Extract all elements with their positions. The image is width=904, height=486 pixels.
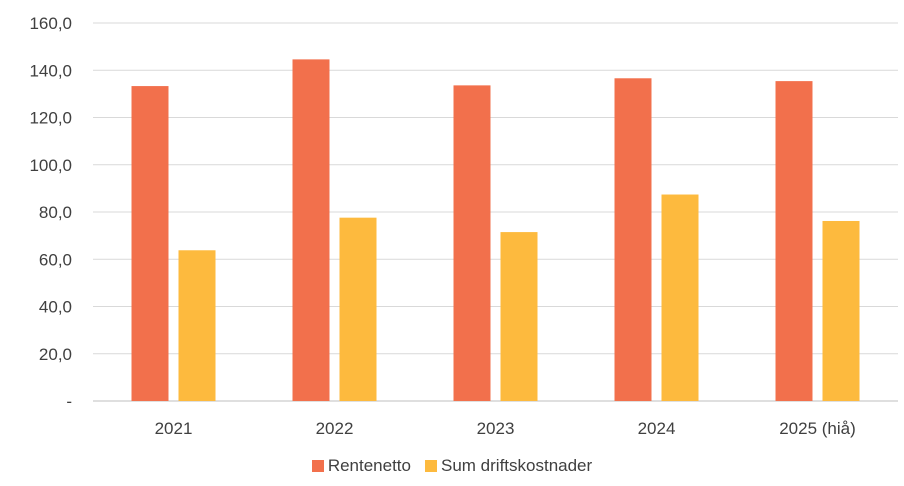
x-axis-tick-labels: 2021 2022 2023 2024 2025 (hiå) — [155, 419, 856, 438]
y-tick-label: 100,0 — [29, 156, 72, 175]
bar-sum-driftskostnader-2025-hi — [822, 220, 860, 401]
legend-item-sum-driftskostnader: Sum driftskostnader — [425, 456, 592, 476]
bar-rentenetto-2023 — [453, 85, 491, 402]
y-tick-label: 80,0 — [39, 203, 72, 222]
bar-sum-driftskostnader-2024 — [661, 194, 699, 401]
legend-swatch-rentenetto — [311, 460, 324, 472]
y-tick-label: - — [66, 392, 72, 411]
x-tick-label: 2021 — [155, 419, 193, 438]
legend-label-rentenetto: Rentenetto — [327, 456, 411, 475]
x-tick-label: 2022 — [316, 419, 354, 438]
gridlines — [93, 22, 898, 402]
bar-rentenetto-2021 — [131, 86, 169, 402]
legend-item-rentenetto: Rentenetto — [311, 456, 411, 476]
y-tick-label: 20,0 — [39, 345, 72, 364]
y-tick-label: 140,0 — [29, 61, 72, 80]
x-tick-label: 2024 — [638, 419, 676, 438]
bar-rentenetto-2024 — [614, 78, 652, 401]
y-axis-tick-labels: - 20,0 40,0 60,0 80,0 100,0 120,0 140,0 160,0 — [29, 14, 72, 411]
bar-sum-driftskostnader-2021 — [178, 250, 216, 401]
y-tick-label: 160,0 — [29, 14, 72, 33]
x-tick-label: 2025 (hiå) — [779, 419, 856, 438]
bar-sum-driftskostnader-2022 — [339, 217, 377, 401]
legend: Rentenetto Sum driftskostnader — [0, 456, 904, 476]
bars — [131, 59, 860, 402]
bar-rentenetto-2022 — [292, 59, 330, 401]
bar-sum-driftskostnader-2023 — [500, 232, 538, 401]
y-tick-label: 60,0 — [39, 250, 72, 269]
y-tick-label: 120,0 — [29, 109, 72, 128]
bar-rentenetto-2025-hi — [775, 81, 813, 402]
y-tick-label: 40,0 — [39, 298, 72, 317]
x-tick-label: 2023 — [477, 419, 515, 438]
legend-label-sum-driftskostnader: Sum driftskostnader — [441, 456, 593, 475]
legend-swatch-sum-driftskostnader — [425, 460, 437, 472]
